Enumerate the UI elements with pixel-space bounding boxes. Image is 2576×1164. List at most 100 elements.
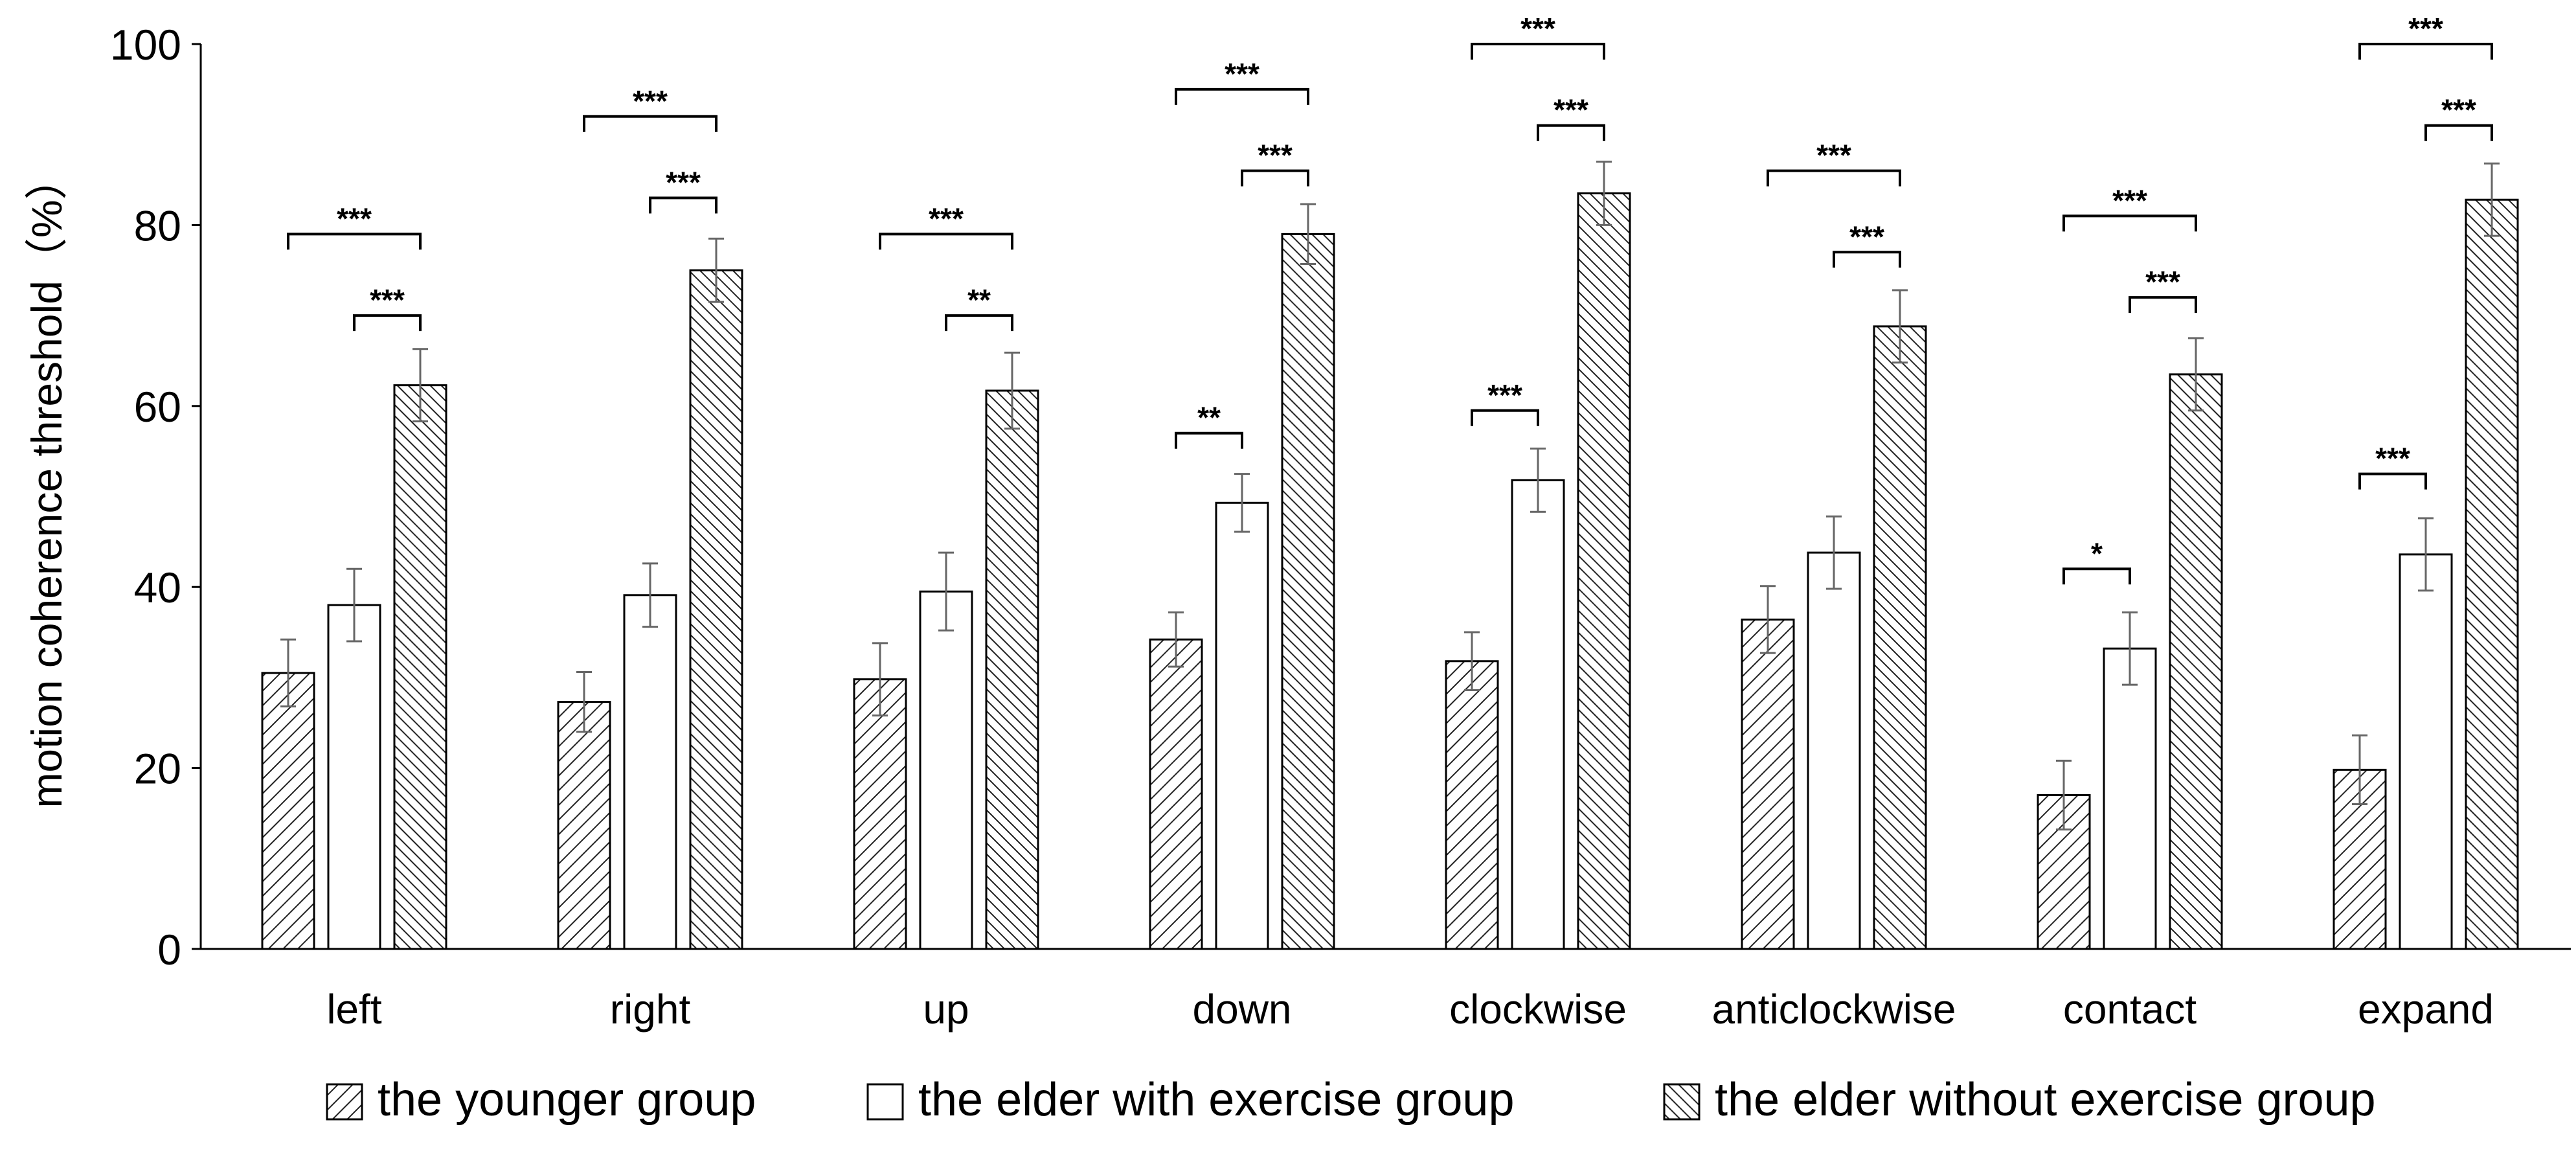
bar-up-series-3 — [985, 389, 1039, 950]
bracket-line — [287, 233, 422, 250]
significance-label: *** — [370, 283, 405, 317]
bracket-line — [1767, 169, 1901, 187]
bracket-line — [2424, 124, 2493, 141]
legend-label: the younger group — [378, 1074, 756, 1126]
significance-bracket: * — [2062, 536, 2131, 585]
error-bar — [642, 562, 658, 628]
error-bar — [346, 567, 362, 643]
bracket-line — [1241, 169, 1309, 187]
bracket-line — [583, 115, 717, 132]
bracket-line — [1471, 409, 1539, 426]
bars — [261, 192, 2519, 950]
error-bar — [1300, 203, 1316, 265]
bar-expand-series-3 — [2465, 198, 2519, 950]
error-bar — [1530, 447, 1546, 513]
significance-bracket: *** — [287, 201, 422, 250]
error-bar — [576, 671, 592, 733]
bar-anticlockwise-series-2 — [1807, 551, 1861, 950]
bracket-line — [2358, 43, 2493, 60]
legend-swatch — [326, 1083, 363, 1121]
error-bar — [1760, 585, 1776, 654]
significance-label: *** — [666, 165, 701, 199]
bar-clockwise-series-3 — [1577, 192, 1631, 950]
bracket-line — [2062, 567, 2131, 585]
significance-bracket: *** — [353, 283, 422, 332]
significance-label: ** — [967, 283, 991, 317]
x-tick-label: anticlockwise — [1712, 986, 1956, 1033]
significance-bracket: *** — [2062, 183, 2197, 232]
significance-label: *** — [929, 201, 964, 235]
significance-bracket: *** — [2129, 265, 2197, 314]
bracket-line — [1175, 431, 1243, 449]
significance-bracket: *** — [2358, 12, 2493, 60]
x-tick-label: up — [923, 986, 969, 1033]
error-bar — [1464, 631, 1480, 691]
significance-label: *** — [1487, 378, 1522, 412]
category-labels: left right up down clockwise anticlockwise con… — [326, 986, 2494, 1033]
bar-left-series-3 — [393, 384, 447, 950]
bar-clockwise-series-2 — [1511, 479, 1565, 950]
bar-contact-series-2 — [2103, 647, 2157, 950]
significance-bracket: *** — [1241, 139, 1309, 187]
error-bar — [280, 638, 296, 708]
bracket-line — [879, 233, 1013, 250]
significance-bracket: *** — [1471, 12, 1605, 60]
legend-swatch — [866, 1083, 904, 1121]
significance-label: *** — [1849, 220, 1884, 253]
significance-bracket: *** — [1833, 220, 1901, 268]
significance-label: *** — [2408, 12, 2443, 45]
bracket-line — [1471, 43, 1605, 60]
bracket-line — [353, 314, 422, 332]
x-tick-label: contact — [2063, 986, 2197, 1033]
bar-expand-series-2 — [2399, 553, 2453, 950]
bracket-line — [1175, 87, 1309, 105]
bracket-line — [2358, 472, 2427, 490]
error-bar — [2056, 759, 2072, 831]
significance-label: ** — [1197, 401, 1221, 435]
significance-bracket: *** — [2358, 442, 2427, 490]
significance-label: *** — [1258, 139, 1293, 172]
bar-anticlockwise-series-1 — [1741, 618, 1795, 950]
significance-label: *** — [2441, 93, 2476, 127]
error-bar — [412, 348, 428, 423]
bracket-line — [945, 314, 1013, 332]
significance-bracket: *** — [1471, 378, 1539, 426]
error-bar — [1004, 351, 1020, 430]
bar-right-series-1 — [557, 701, 611, 950]
bar-anticlockwise-series-3 — [1873, 325, 1927, 950]
error-bar — [1234, 473, 1250, 533]
x-tick-label: right — [610, 986, 691, 1033]
y-tick-label: 100 — [110, 21, 181, 69]
legend-label: the elder with exercise group — [918, 1074, 1515, 1126]
significance-bracket: *** — [1537, 93, 1605, 141]
significance-bracket: *** — [649, 165, 717, 214]
significance-label: * — [2091, 536, 2103, 570]
error-bar — [708, 237, 724, 303]
bar-up-series-1 — [853, 678, 907, 950]
bar-down-series-3 — [1281, 233, 1335, 950]
error-bar — [2352, 734, 2367, 805]
y-tick-label: 20 — [134, 745, 181, 793]
y-tick-label: 0 — [157, 926, 181, 974]
error-bar — [1826, 515, 1842, 590]
x-tick-label: left — [326, 986, 382, 1033]
bar-left-series-2 — [327, 604, 381, 950]
error-bar — [1168, 611, 1184, 668]
error-bar — [872, 642, 888, 717]
error-bar — [1596, 161, 1612, 226]
significance-label: *** — [2112, 183, 2147, 217]
bracket-line — [2129, 296, 2197, 314]
bar-clockwise-series-1 — [1445, 660, 1499, 950]
y-tick-label: 80 — [134, 201, 181, 249]
bar-right-series-2 — [623, 594, 677, 950]
y-tick-label: 60 — [134, 383, 181, 431]
bar-right-series-3 — [689, 269, 743, 950]
legend-label: the elder without exercise group — [1715, 1074, 2376, 1126]
significance-label: *** — [2375, 442, 2410, 475]
bar-contact-series-3 — [2169, 373, 2223, 950]
significance-bracket: *** — [2424, 93, 2493, 141]
bar-down-series-2 — [1215, 501, 1269, 950]
legend-item: the elder with exercise group — [866, 1074, 1515, 1126]
bar-left-series-1 — [261, 672, 315, 950]
y-tick-label: 40 — [134, 564, 181, 611]
